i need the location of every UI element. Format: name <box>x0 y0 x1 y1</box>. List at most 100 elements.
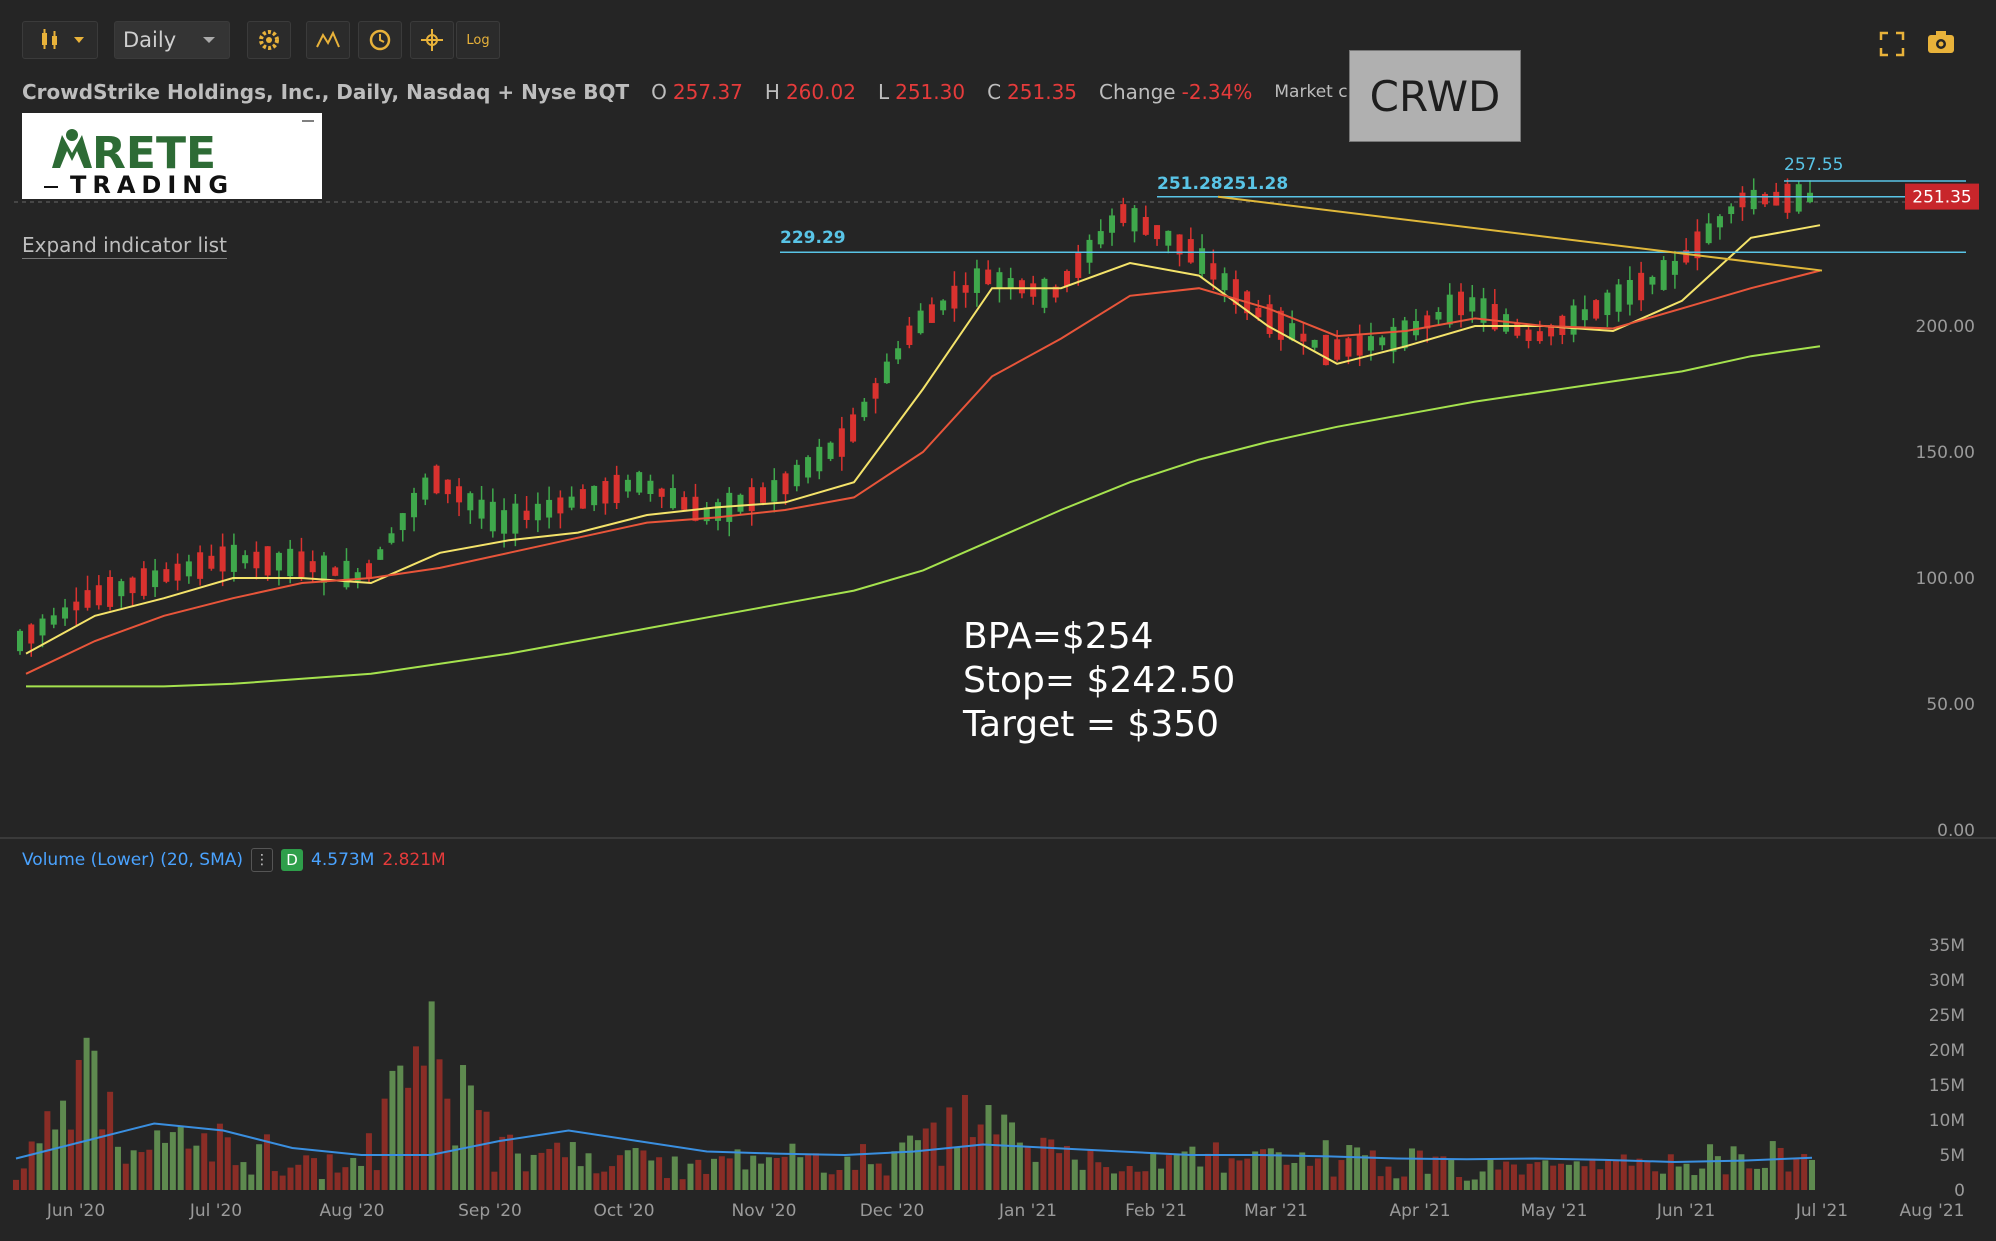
volume-bar <box>1322 1140 1329 1190</box>
fullscreen-icon[interactable] <box>1878 30 1906 58</box>
volume-bar <box>130 1150 137 1190</box>
volume-bar <box>373 1170 380 1190</box>
candle-body <box>1266 304 1273 334</box>
volume-bar <box>1048 1139 1055 1190</box>
volume-bar <box>318 1179 325 1190</box>
more-options-icon[interactable]: ⋮ <box>251 848 274 872</box>
volume-bar <box>711 1158 718 1190</box>
volume-bar <box>138 1152 145 1190</box>
volume-bar <box>1236 1160 1243 1190</box>
volume-bar <box>1479 1171 1486 1190</box>
note-target: Target = $350 <box>963 704 1220 745</box>
candle-body <box>1615 284 1622 312</box>
candle-body <box>681 497 688 510</box>
volume-bar <box>914 1140 921 1190</box>
candle-body <box>129 577 136 594</box>
candle-body <box>1334 339 1341 360</box>
volume-bar <box>1612 1159 1619 1190</box>
candle-body <box>1199 248 1206 274</box>
volume-bar <box>836 1169 843 1190</box>
candle-body <box>850 414 857 442</box>
candle-body <box>1761 193 1768 205</box>
interval-select[interactable]: Daily <box>114 21 230 59</box>
candle-body <box>1109 215 1116 233</box>
candle-body <box>1435 311 1442 320</box>
volume-bar <box>1197 1166 1204 1190</box>
candle-body <box>928 304 935 323</box>
log-scale-button[interactable]: Log <box>456 21 500 59</box>
volume-bar <box>1667 1154 1674 1190</box>
candle-body <box>1379 337 1386 346</box>
volume-bar <box>648 1160 655 1190</box>
candle-body <box>1514 322 1521 336</box>
settings-button[interactable] <box>247 21 291 59</box>
volume-bar <box>342 1167 349 1190</box>
volume-bar <box>1659 1173 1666 1190</box>
volume-bar <box>1307 1165 1314 1190</box>
volume-bar <box>36 1143 43 1190</box>
volume-bar <box>938 1165 945 1190</box>
low-label: L <box>877 80 890 104</box>
crosshair-button[interactable] <box>410 21 454 59</box>
candle-body <box>1097 231 1104 245</box>
candle-body <box>1401 320 1408 349</box>
volume-bar <box>1361 1155 1368 1190</box>
volume-bar <box>169 1132 176 1190</box>
volume-bar <box>491 1171 498 1190</box>
volume-bar <box>154 1130 161 1190</box>
chart-style-button[interactable] <box>22 21 98 59</box>
volume-bar <box>514 1153 521 1190</box>
volume-bar <box>1071 1159 1078 1190</box>
candle-body <box>163 569 170 582</box>
volume-bar <box>640 1150 647 1190</box>
volume-bar <box>969 1137 976 1190</box>
price-axis-tick-label: 0.00 <box>1937 821 1975 841</box>
volume-bar <box>1416 1150 1423 1190</box>
expand-indicator-list-link[interactable]: Expand indicator list <box>22 233 227 259</box>
volume-bar <box>1377 1176 1384 1190</box>
close-label: C <box>987 80 1002 104</box>
candle-body <box>996 272 1003 289</box>
volume-bar <box>860 1144 867 1190</box>
volume-bar <box>358 1165 365 1190</box>
volume-bar <box>1573 1161 1580 1190</box>
price-axis-tick-label: 100.00 <box>1916 569 1975 589</box>
volume-bar <box>695 1159 702 1190</box>
volume-bar <box>922 1128 929 1190</box>
volume-bar <box>1079 1169 1086 1190</box>
candle-body <box>613 474 620 504</box>
volume-axis-tick-label: 20M <box>1929 1041 1965 1061</box>
candle-body <box>1773 191 1780 206</box>
volume-bar <box>765 1157 772 1190</box>
draw-tools-button[interactable] <box>306 21 350 59</box>
volume-bar <box>1809 1159 1815 1190</box>
candle-body <box>1120 204 1127 223</box>
camera-icon[interactable] <box>1926 28 1956 56</box>
candle-body <box>1424 315 1431 329</box>
volume-bar <box>820 1172 827 1190</box>
volume-bar <box>397 1065 404 1190</box>
volume-bar <box>1024 1146 1031 1190</box>
clock-button[interactable] <box>358 21 402 59</box>
logo-line2: TRADING <box>70 171 234 199</box>
price-axis-tick-label: 50.00 <box>1926 695 1975 715</box>
candle-body <box>422 477 429 500</box>
candle-body <box>760 487 767 503</box>
volume-bar <box>1181 1151 1188 1190</box>
volume-bar <box>311 1158 318 1190</box>
volume-bar <box>624 1150 631 1190</box>
volume-bar <box>365 1133 372 1190</box>
volume-bar <box>444 1098 451 1190</box>
volume-bar <box>805 1153 812 1190</box>
candle-body <box>456 486 463 503</box>
volume-bar <box>1056 1153 1063 1190</box>
volume-bar <box>1636 1158 1643 1190</box>
candle-body <box>1570 305 1577 335</box>
candle-body <box>1210 263 1217 280</box>
candle-body <box>332 567 339 576</box>
volume-bar <box>1134 1171 1141 1190</box>
candle-body <box>320 555 327 583</box>
volume-bar <box>162 1142 169 1190</box>
volume-bar <box>954 1147 961 1190</box>
